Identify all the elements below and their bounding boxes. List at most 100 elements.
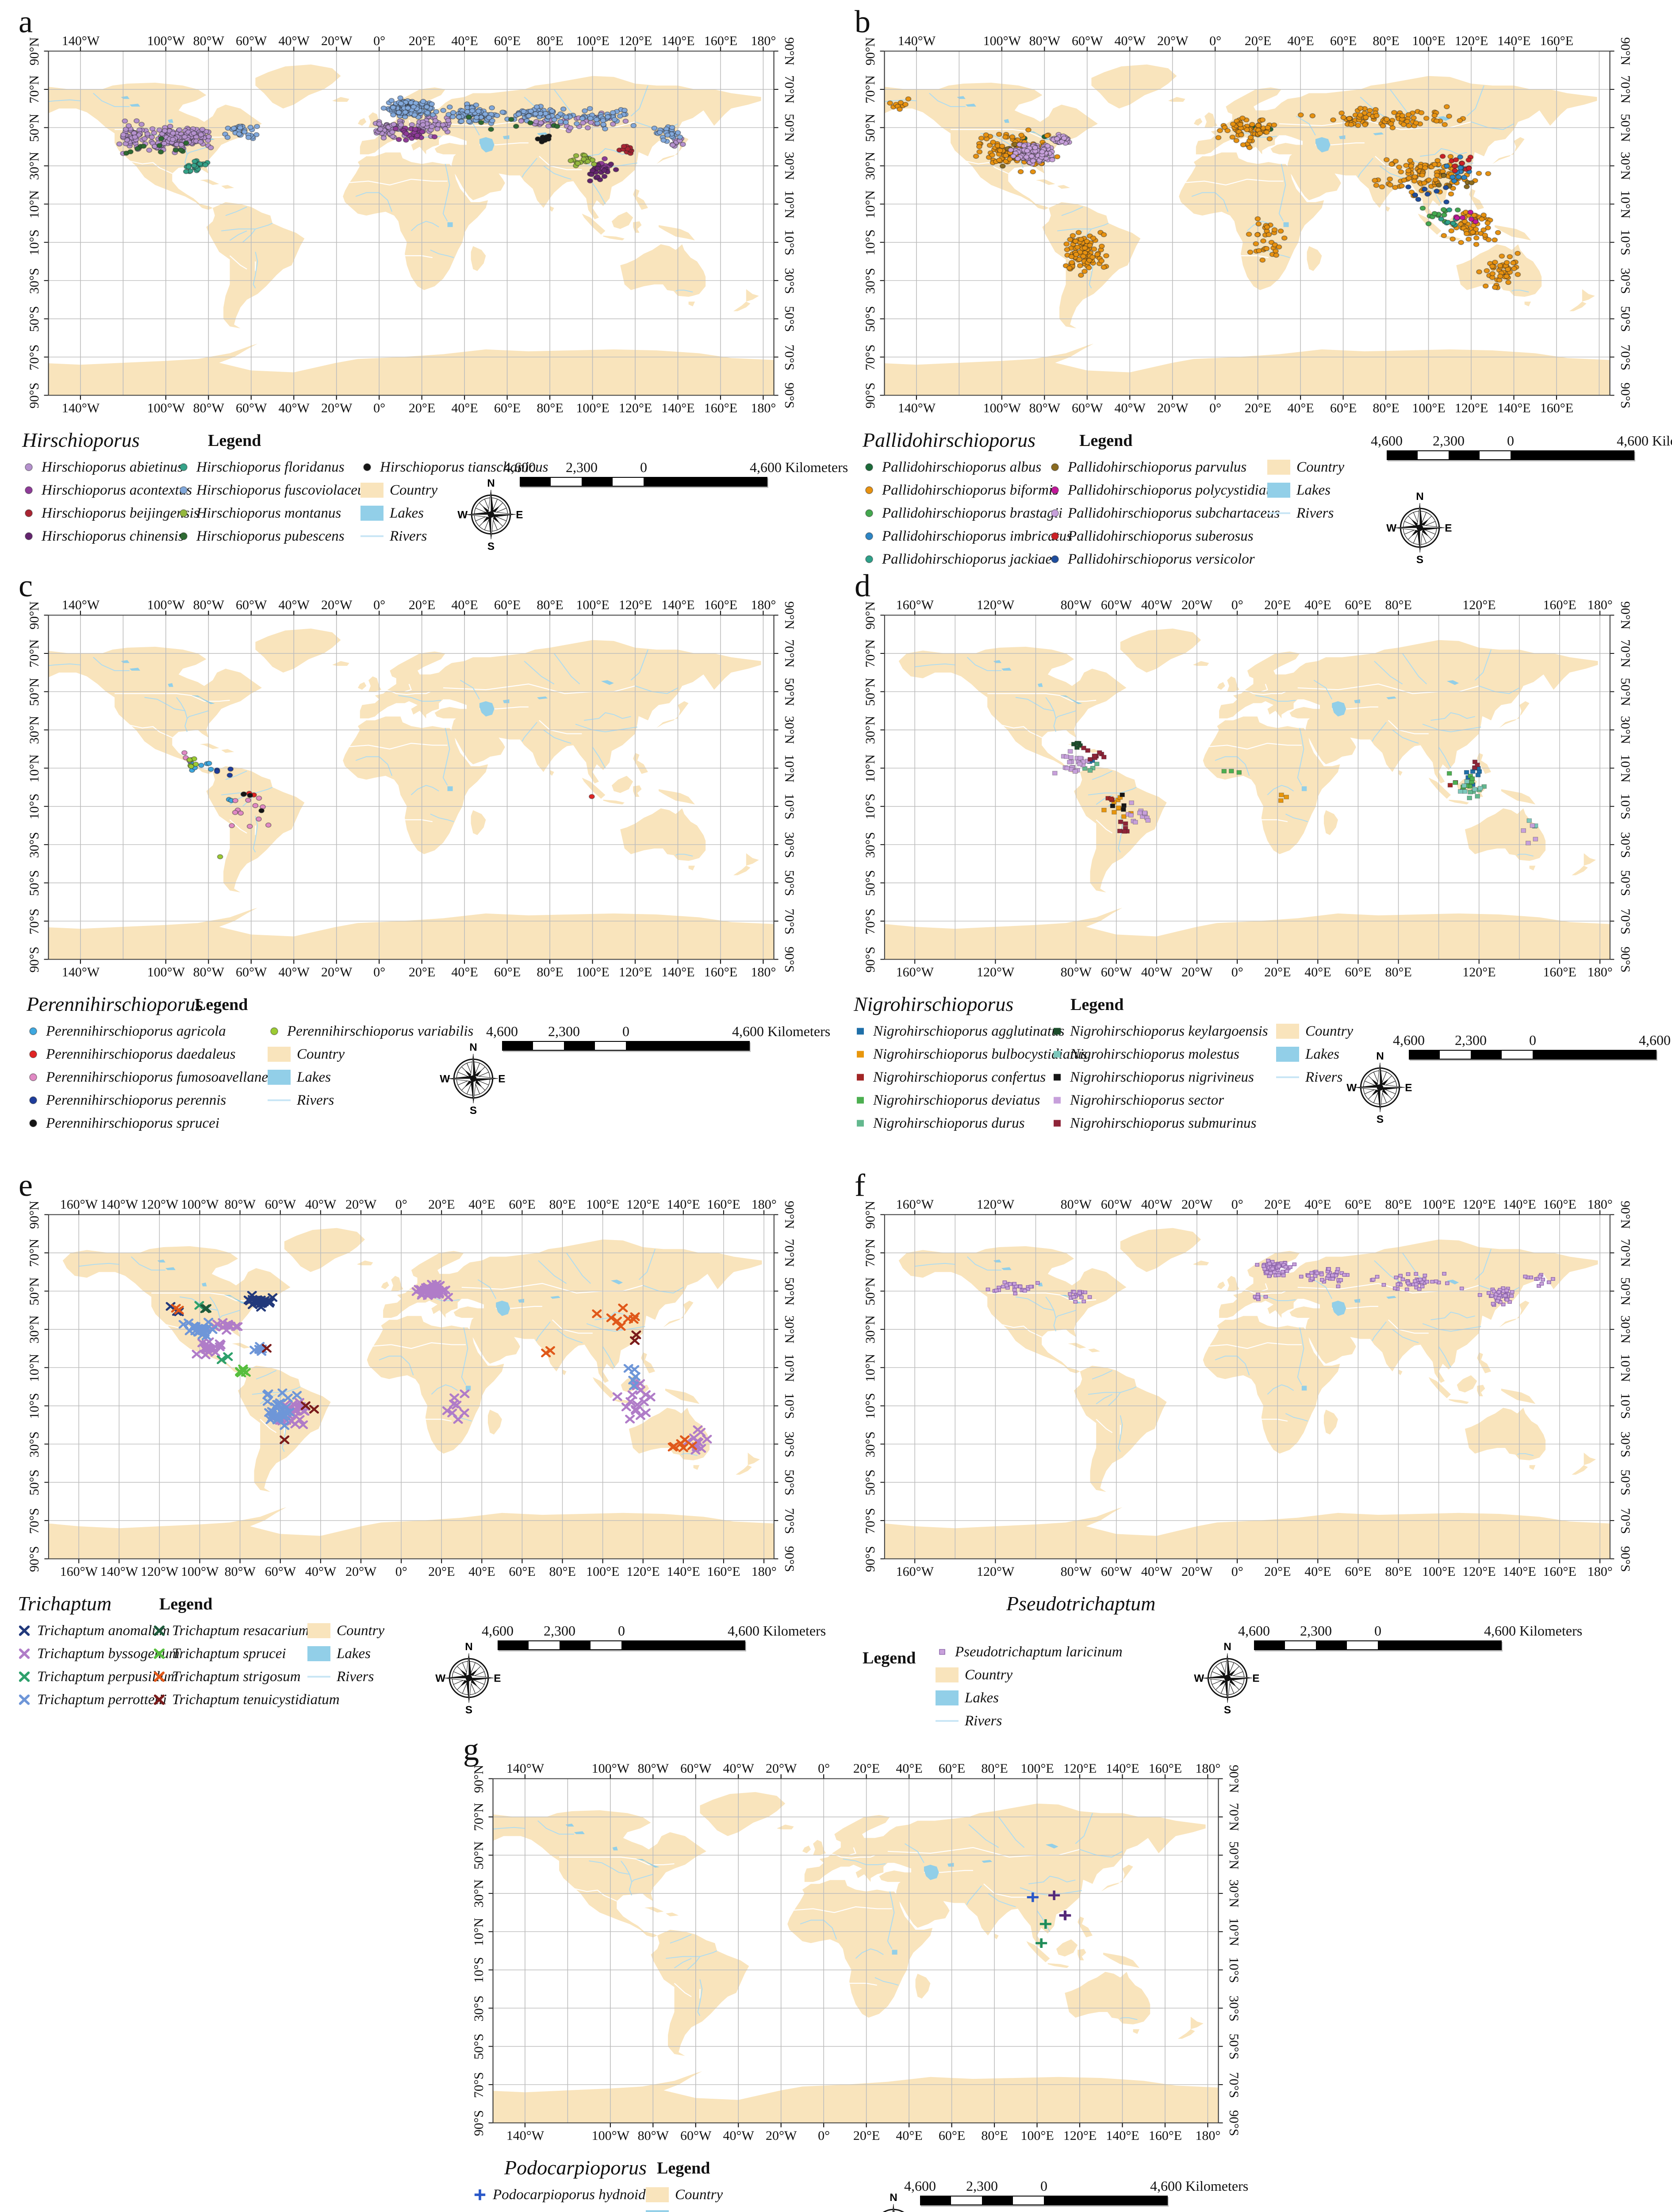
- species-marker-icon: [865, 555, 873, 563]
- scalebar-label: 0: [640, 459, 647, 475]
- lon-label-top: 80°W: [1060, 598, 1092, 612]
- lat-label-right: 70°S: [782, 908, 797, 934]
- species-marker-icon: [19, 1625, 30, 1636]
- legend-species-item: Nigrohirschioporus agglutinatus: [854, 1020, 1087, 1043]
- lon-label-bottom: 100°W: [181, 1564, 219, 1579]
- lat-label-left: 50°N: [27, 1277, 42, 1306]
- legend-species-item: Nigrohirschioporus nigrivineus: [1051, 1066, 1268, 1089]
- legend-column: Country Lakes Rivers: [1276, 1020, 1353, 1089]
- layer-name: Rivers: [297, 1092, 334, 1108]
- lat-label-left: 70°N: [27, 75, 42, 104]
- scalebar-label: 4,600 Kilometers: [750, 459, 848, 475]
- lat-label-left: 70°N: [863, 75, 878, 104]
- lat-label-left: 90°S: [863, 946, 878, 973]
- scalebar-label: 4,600 Kilometers: [1484, 1623, 1583, 1639]
- layer-name: Country: [1305, 1023, 1354, 1039]
- lon-label-top: 80°W: [1060, 1197, 1092, 1212]
- lon-label-bottom: 40°E: [451, 401, 478, 415]
- lon-label-bottom: 20°W: [345, 1564, 377, 1579]
- lat-label-left: 70°S: [27, 344, 42, 370]
- genus-title: Podocarpioporus: [504, 2156, 647, 2179]
- lon-label-top: 40°E: [451, 34, 478, 48]
- legend-species-item: Trichaptum perpusillum: [18, 1665, 180, 1688]
- lat-label-left: 90°N: [863, 601, 878, 630]
- map-panel-f: f 160°W 160°W 120°W 120°W 80°W 80°W 60°W 60°W 40°…: [854, 1167, 1672, 1736]
- lon-label-top: 80°E: [1385, 1197, 1412, 1212]
- lon-label-bottom: 20°E: [408, 401, 436, 415]
- lon-label-bottom: 0°: [395, 1564, 407, 1579]
- species-marker-icon: [25, 509, 33, 517]
- legend-species-item: Pallidohirschioporus parvulus: [1048, 456, 1283, 479]
- species-name: Nigrohirschioporus molestus: [1070, 1046, 1239, 1062]
- genus-title: Perennihirschioporus: [27, 993, 203, 1015]
- lon-label-top: 80°W: [637, 1761, 669, 1776]
- legend-species-item: Nigrohirschioporus bulbocystidiatus: [854, 1043, 1087, 1066]
- lon-label-bottom: 140°E: [1106, 2128, 1139, 2143]
- scalebar-label: 2,300: [1433, 433, 1465, 449]
- lat-label-right: 90°S: [782, 382, 797, 409]
- lon-label-bottom: 160°E: [704, 965, 738, 979]
- legend-species-item: Podocarpioporus podocarpi: [473, 2206, 698, 2212]
- tick-marks: [880, 1210, 1614, 1564]
- legend-species-item: Hirschioporus chinensis: [22, 525, 199, 548]
- legend-layer-item: Rivers: [360, 525, 548, 548]
- lon-label-bottom: 100°W: [147, 401, 185, 415]
- species-marker-icon: [865, 532, 873, 540]
- scalebar-labels: 4,600 2,300 0 4,600 Kilometers: [504, 459, 848, 477]
- legend-column: Pseudotrichaptum laricinum Country Lakes Ri…: [936, 1640, 1123, 1732]
- lon-label-bottom: 180°: [1195, 2128, 1221, 2143]
- layer-name: Lakes: [390, 505, 424, 521]
- legend-species-item: Nigrohirschioporus submurinus: [1051, 1112, 1268, 1135]
- lon-label-bottom: 40°W: [305, 1564, 337, 1579]
- occurrence-layer: [181, 750, 595, 860]
- lat-label-left: 30°N: [27, 152, 42, 180]
- lon-label-top: 120°W: [976, 1197, 1015, 1212]
- legend-header: Legend: [657, 2159, 710, 2177]
- species-name: Nigrohirschioporus sector: [1070, 1092, 1224, 1108]
- species-name: Hirschioporus floridanus: [196, 459, 345, 475]
- world-map-g: [488, 1774, 1223, 2128]
- lon-label-top: 40°E: [1287, 34, 1314, 48]
- lat-label-right: 50°N: [782, 678, 797, 706]
- legend-layer-item: Lakes: [646, 2206, 723, 2212]
- lon-label-top: 60°W: [236, 34, 267, 48]
- occurrence-layer: [165, 1280, 712, 1455]
- lat-label-left: 90°N: [863, 1201, 878, 1229]
- species-marker-icon: [1051, 486, 1059, 494]
- lon-label-top: 60°W: [265, 1197, 296, 1212]
- lon-label-top: 40°W: [278, 34, 310, 48]
- lon-label-bottom: 140°W: [61, 965, 100, 979]
- map-panel-g: g 140°W 140°W 100°W 100°W 80°W 80°W 60°W 60°W 40°…: [462, 1732, 1281, 2212]
- lon-label-bottom: 60°W: [236, 965, 267, 979]
- lat-label-left: 50°S: [472, 2033, 486, 2060]
- lon-label-bottom: 0°: [373, 965, 386, 979]
- lat-label-left: 70°S: [863, 1508, 878, 1534]
- lon-label-bottom: 60°W: [236, 401, 267, 415]
- lat-label-right: 90°S: [1618, 946, 1633, 973]
- legend-column: Trichaptum resacarium Trichaptum sprucei T…: [153, 1619, 340, 1711]
- lat-label-left: 10°N: [27, 754, 42, 783]
- lon-label-top: 140°E: [1497, 34, 1531, 48]
- lon-label-top: 140°W: [61, 598, 100, 612]
- lon-label-bottom: 120°W: [976, 1564, 1015, 1579]
- lon-label-top: 0°: [395, 1197, 407, 1212]
- lat-label-right: 30°S: [782, 268, 797, 294]
- lon-label-bottom: 60°W: [1101, 1564, 1132, 1579]
- lat-label-left: 10°S: [472, 1957, 486, 1983]
- legend-species-item: Hirschioporus beijingensis: [22, 502, 199, 525]
- scalebar-label: 0: [622, 1023, 629, 1039]
- lat-label-left: 10°N: [863, 190, 878, 219]
- lon-label-bottom: 140°E: [661, 965, 695, 979]
- species-marker-icon: [153, 1648, 165, 1659]
- lat-label-right: 70°S: [782, 344, 797, 370]
- lon-label-bottom: 80°W: [1060, 1564, 1092, 1579]
- map-panel-e: e 160°W 160°W 140°W 140°W 120°W 120°W 100°W 100°…: [18, 1167, 836, 1736]
- lon-label-bottom: 40°E: [1304, 965, 1331, 979]
- legend-layer-item: Lakes: [936, 1686, 1123, 1709]
- lon-label-bottom: 80°W: [637, 2128, 669, 2143]
- lon-label-top: 80°W: [1029, 34, 1060, 48]
- lon-label-top: 40°W: [723, 1761, 754, 1776]
- lon-label-bottom: 60°W: [1101, 965, 1132, 979]
- lat-label-right: 10°N: [782, 190, 797, 219]
- lon-label-bottom: 80°E: [537, 965, 564, 979]
